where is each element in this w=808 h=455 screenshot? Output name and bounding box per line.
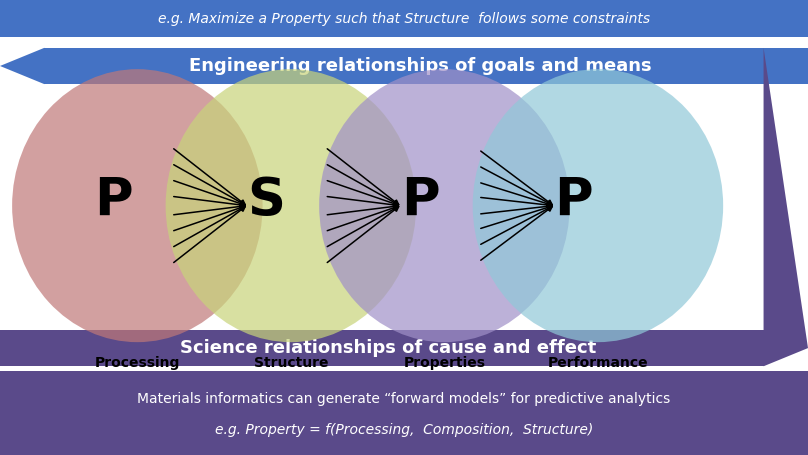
Text: e.g. Maximize a Property such that Structure  follows some constraints: e.g. Maximize a Property such that Struc… [158, 12, 650, 25]
FancyBboxPatch shape [0, 0, 808, 37]
Text: Engineering relationships of goals and means: Engineering relationships of goals and m… [189, 57, 651, 75]
FancyBboxPatch shape [0, 330, 764, 366]
Text: S: S [247, 175, 286, 227]
FancyBboxPatch shape [0, 371, 808, 455]
Ellipse shape [319, 69, 570, 342]
Polygon shape [0, 48, 44, 84]
Polygon shape [764, 48, 808, 366]
Text: P: P [401, 175, 440, 227]
Text: Structure: Structure [254, 356, 328, 370]
Text: P: P [554, 175, 593, 227]
Text: Processing: Processing [95, 356, 180, 370]
Text: Performance: Performance [548, 356, 648, 370]
Ellipse shape [166, 69, 416, 342]
Ellipse shape [12, 69, 263, 342]
Text: Properties: Properties [403, 356, 486, 370]
Text: Science relationships of cause and effect: Science relationships of cause and effec… [179, 339, 596, 357]
Text: P: P [94, 175, 133, 227]
Ellipse shape [473, 69, 723, 342]
FancyBboxPatch shape [44, 48, 808, 84]
Text: Materials informatics can generate “forward models” for predictive analytics: Materials informatics can generate “forw… [137, 392, 671, 405]
Text: e.g. Property = f(Processing,  Composition,  Structure): e.g. Property = f(Processing, Compositio… [215, 423, 593, 437]
